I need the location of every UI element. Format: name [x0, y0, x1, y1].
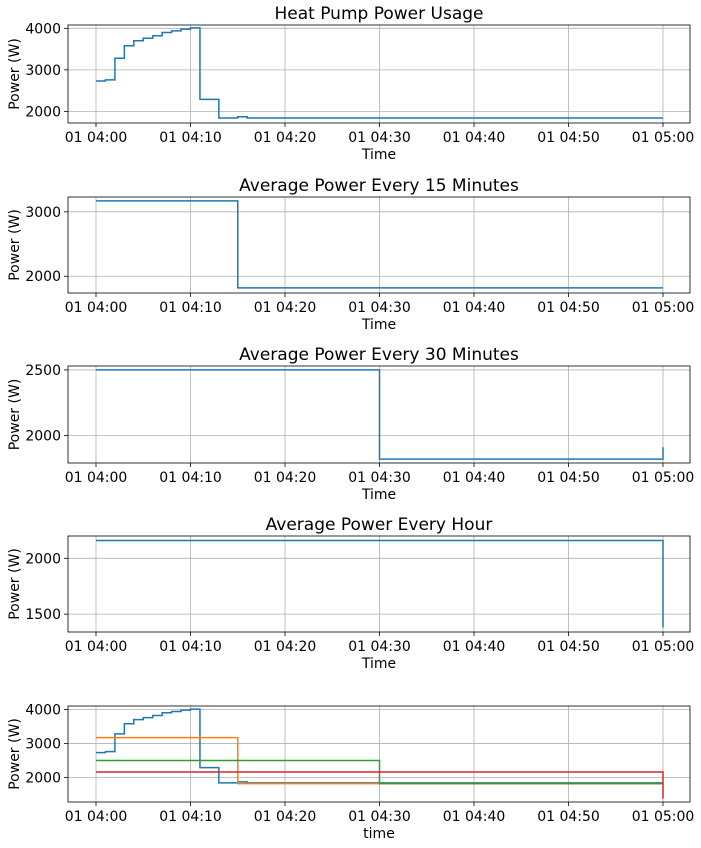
y-tick-label: 3000	[25, 736, 61, 752]
x-tick-label: 01 04:10	[159, 300, 222, 316]
x-tick-label: 01 05:00	[632, 639, 695, 655]
chart-panel-3: 01 04:00 01 04:10 01 04:20 01 04:30 01 04:40…	[7, 345, 694, 503]
y-axis-label: Power (W)	[7, 548, 23, 620]
y-axis-label: Power (W)	[7, 38, 23, 110]
x-tick-label: 01 04:10	[159, 809, 222, 825]
x-tick-label: 01 04:20	[254, 130, 317, 146]
x-tick-label: 01 04:20	[254, 809, 317, 825]
y-tick-label: 2000	[25, 770, 61, 786]
x-axis-label: Time	[361, 487, 396, 503]
chart-panel-1: 01 04:00 01 04:10 01 04:20 01 04:30 01 04:40…	[7, 4, 694, 163]
x-tick-label: 01 04:00	[65, 809, 128, 825]
x-tick-label: 01 05:00	[632, 809, 695, 825]
x-tick-label: 01 04:50	[537, 639, 600, 655]
x-tick-label: 01 05:00	[632, 130, 695, 146]
y-tick-label: 2000	[25, 428, 61, 444]
x-tick-label: 01 04:00	[65, 639, 128, 655]
x-tick-label: 01 04:20	[254, 470, 317, 486]
x-tick-label: 01 04:30	[348, 639, 411, 655]
x-tick-label: 01 04:10	[159, 639, 222, 655]
y-tick-label: 3000	[25, 63, 61, 79]
x-tick-label: 01 04:10	[159, 470, 222, 486]
series-line-1	[96, 708, 663, 784]
series-line-1	[96, 369, 664, 460]
x-axis-label: Time	[361, 656, 396, 672]
plot-frame	[67, 535, 691, 633]
chart-panel-4: 01 04:00 01 04:10 01 04:20 01 04:30 01 04:40…	[7, 515, 694, 672]
y-axis-label: Power (W)	[7, 209, 23, 281]
y-tick-label: 2000	[25, 551, 61, 567]
series-line-1	[96, 200, 663, 289]
y-tick-label: 2500	[25, 363, 61, 379]
y-tick-label: 2000	[25, 104, 61, 120]
chart-title: Heat Pump Power Usage	[275, 4, 484, 24]
x-tick-label: 01 05:00	[632, 470, 695, 486]
x-tick-label: 01 04:00	[65, 130, 128, 146]
x-tick-label: 01 04:50	[537, 470, 600, 486]
plot-frame	[67, 24, 691, 124]
y-tick-label: 4000	[25, 21, 61, 37]
x-axis-label: Time	[361, 317, 396, 333]
plot-frame	[67, 196, 691, 294]
x-tick-label: 01 04:00	[65, 470, 128, 486]
series-line-1	[96, 539, 664, 628]
chart-panel-2: 01 04:00 01 04:10 01 04:20 01 04:30 01 04:40…	[7, 176, 694, 333]
x-axis-label: Time	[361, 147, 396, 163]
y-tick-label: 4000	[25, 702, 61, 718]
chart-panel-5: 01 04:00 01 04:10 01 04:20 01 04:30 01 04:40…	[7, 702, 694, 842]
x-tick-label: 01 04:40	[443, 300, 506, 316]
chart-title: Average Power Every Hour	[266, 515, 493, 535]
x-tick-label: 01 04:30	[348, 470, 411, 486]
x-tick-label: 01 04:40	[443, 470, 506, 486]
x-tick-label: 01 04:00	[65, 300, 128, 316]
x-tick-label: 01 04:50	[537, 809, 600, 825]
series-line-1	[96, 27, 663, 119]
series-line-4	[96, 771, 664, 799]
x-tick-label: 01 04:40	[443, 639, 506, 655]
x-tick-label: 01 04:50	[537, 130, 600, 146]
plot-frame	[67, 365, 691, 464]
y-tick-label: 1500	[25, 607, 61, 623]
chart-title: Average Power Every 15 Minutes	[239, 176, 519, 196]
plot-frame	[67, 705, 691, 803]
y-tick-label: 2000	[25, 269, 61, 285]
x-tick-label: 01 04:50	[537, 300, 600, 316]
y-tick-label: 3000	[25, 205, 61, 221]
x-tick-label: 01 05:00	[632, 300, 695, 316]
x-tick-label: 01 04:40	[443, 809, 506, 825]
x-tick-label: 01 04:30	[348, 809, 411, 825]
y-axis-label: Power (W)	[7, 718, 23, 790]
x-tick-label: 01 04:20	[254, 300, 317, 316]
x-tick-label: 01 04:30	[348, 300, 411, 316]
chart-title: Average Power Every 30 Minutes	[239, 345, 519, 365]
x-tick-label: 01 04:10	[159, 130, 222, 146]
x-axis-label: time	[363, 826, 395, 842]
x-tick-label: 01 04:40	[443, 130, 506, 146]
x-tick-label: 01 04:30	[348, 130, 411, 146]
y-axis-label: Power (W)	[7, 379, 23, 451]
x-tick-label: 01 04:20	[254, 639, 317, 655]
